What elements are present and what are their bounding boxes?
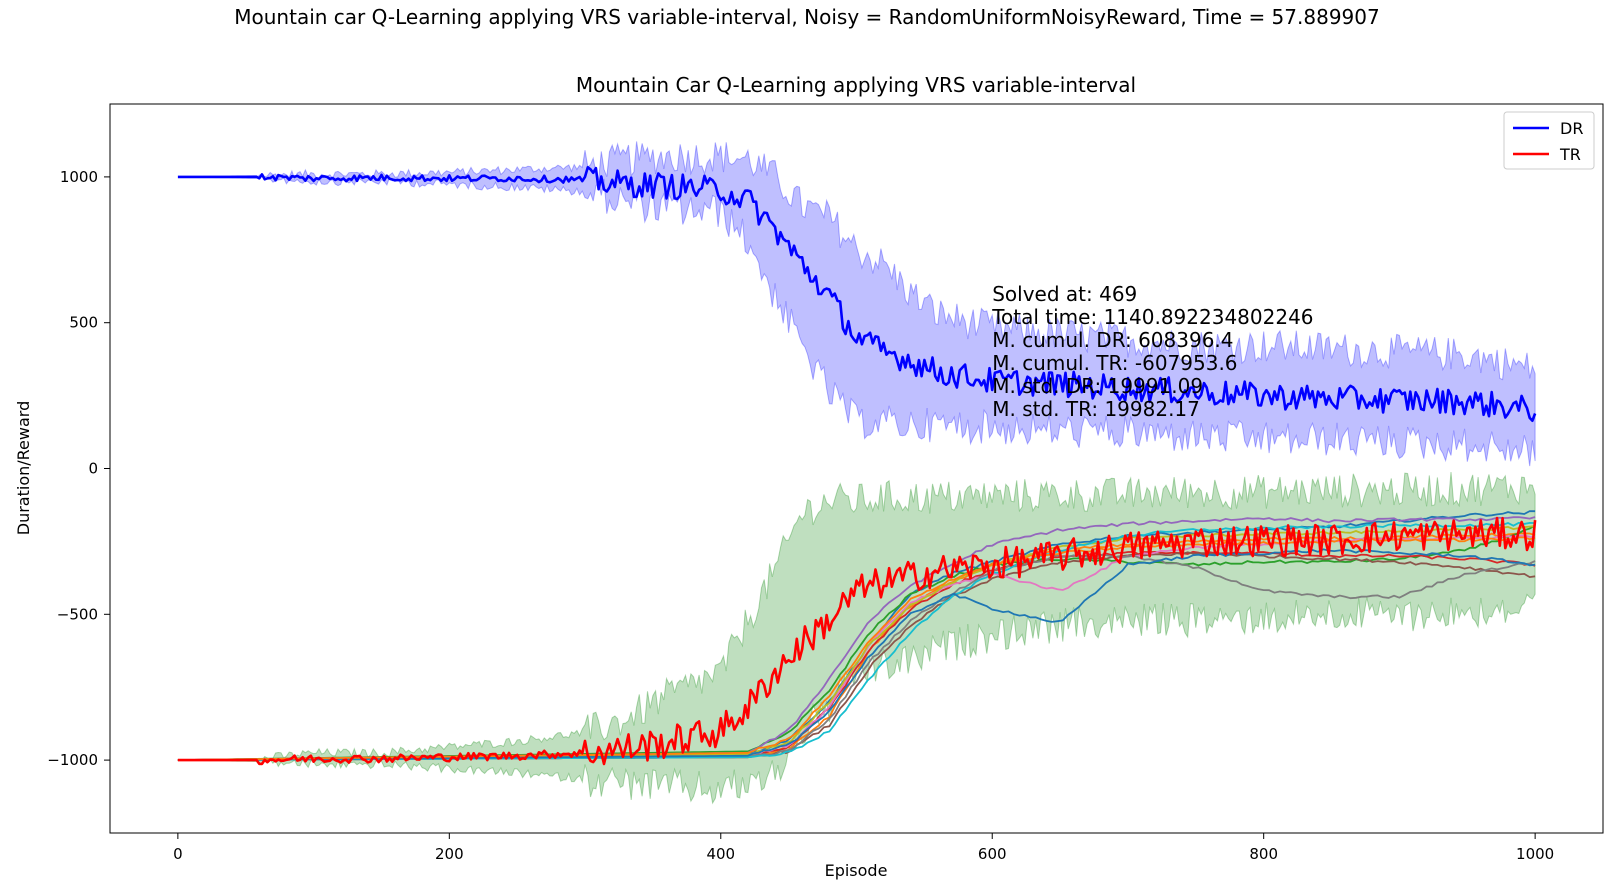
axes-frame <box>109 103 1604 834</box>
y-tick-label: 500 <box>69 314 98 332</box>
series-line-tr <box>177 516 1537 766</box>
y-tick-label: 1000 <box>60 168 98 186</box>
y-axis-label: Duration/Reward <box>14 401 33 535</box>
stats-line: M. cumul. TR: -607953.6 <box>992 351 1237 375</box>
series-line-dr <box>177 166 1537 422</box>
y-tick-label: −500 <box>57 605 98 623</box>
stats-line: M. std. DR: 19991.09 <box>992 374 1203 398</box>
x-axis: 0 200 400 600 800 1000 <box>173 833 1554 863</box>
stats-line: M. cumul. DR: 608396.4 <box>992 328 1233 352</box>
band-dr <box>177 141 1536 467</box>
x-tick-label: 0 <box>173 845 183 863</box>
x-tick-label: 800 <box>1249 845 1278 863</box>
stats-line: Solved at: 469 <box>992 282 1137 306</box>
y-tick-label: 0 <box>88 460 98 478</box>
x-tick-label: 1000 <box>1516 845 1554 863</box>
stats-line: M. std. TR: 19982.17 <box>992 397 1200 421</box>
plot-area <box>177 141 1537 805</box>
x-tick-label: 200 <box>435 845 464 863</box>
x-tick-label: 600 <box>978 845 1007 863</box>
stats-line: Total time: 1140.892234802246 <box>991 305 1313 329</box>
x-axis-label: Episode <box>825 861 888 880</box>
legend-label-dr: DR <box>1560 119 1583 138</box>
y-tick-label: −1000 <box>47 751 98 769</box>
figure-suptitle: Mountain car Q-Learning applying VRS var… <box>234 5 1379 29</box>
legend-label-tr: TR <box>1559 145 1581 164</box>
legend: DR TR <box>1503 111 1595 170</box>
y-axis: −1000 −500 0 500 1000 <box>47 168 110 769</box>
chart-title: Mountain Car Q-Learning applying VRS var… <box>576 73 1136 97</box>
x-tick-label: 400 <box>706 845 735 863</box>
